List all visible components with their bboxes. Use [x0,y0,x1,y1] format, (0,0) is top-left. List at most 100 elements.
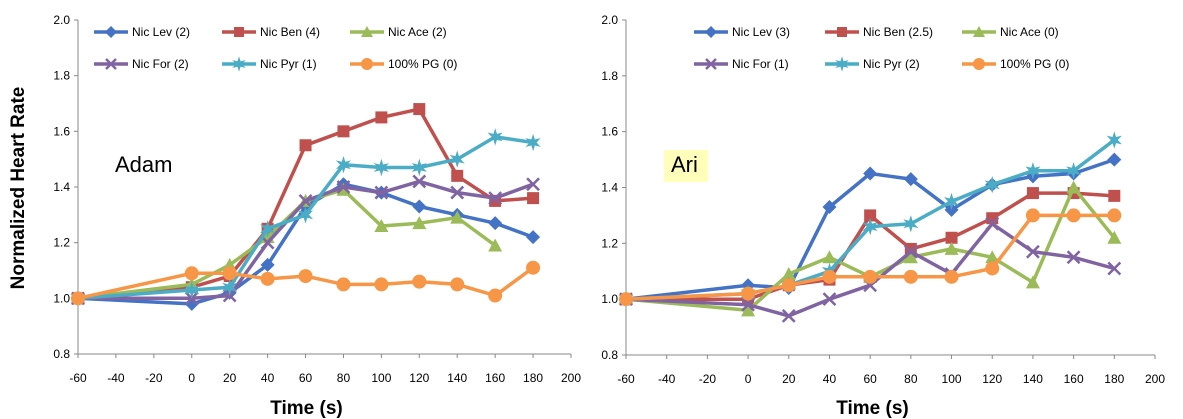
data-point [1026,187,1039,200]
y-tick-label: 1.8 [53,69,70,83]
legend-entry: Nic Lev (3) [694,25,790,39]
x-tick-label: 140 [447,371,467,385]
data-point [903,172,918,187]
data-point [944,241,959,255]
legend-marker [105,58,117,70]
legend-entry: 100% PG (0) [350,57,457,71]
y-tick-label: 1.0 [601,292,618,306]
data-point [374,277,389,292]
data-point [903,215,919,233]
y-tick-label: 1.4 [601,181,618,195]
data-point [488,238,503,252]
y-axis-title: Normalized Heart Rate [8,87,29,290]
legend-entry: Nic Pyr (2) [825,56,920,72]
legend-marker [361,26,373,37]
series-2 [620,187,1121,306]
legend-label: 100% PG (0) [388,57,457,71]
data-point [984,175,1000,194]
data-point [374,218,389,232]
y-tick-label: 2.0 [53,13,70,27]
x-tick-label: 200 [1145,372,1165,386]
data-point [335,155,351,174]
data-point [863,269,878,284]
data-point [944,269,959,284]
panel-label: Ari [671,152,698,177]
legend-label: Nic Ace (0) [1000,25,1059,39]
data-point [903,244,918,259]
legend-marker [361,58,373,70]
legend-label: Nic Pyr (2) [863,57,920,71]
data-point [985,216,1000,231]
x-tick-label: 20 [782,372,796,386]
data-point [450,277,465,292]
data-point [412,199,427,214]
data-point [862,217,878,236]
panel-2: 0.8 1.0 1.2 1.4 1.6 1.8 2.0 -60 -40 -20 0 20 40 60 80 1… [601,13,1165,419]
x-tick-label: 40 [823,372,837,386]
x-tick-label: 120 [409,371,429,385]
data-point [450,210,465,224]
legend-label: Nic Pyr (1) [260,57,317,71]
data-point [1107,152,1122,167]
data-point [822,269,837,284]
data-point [260,235,275,250]
legend-marker [234,27,244,37]
series-6 [71,260,541,306]
data-point [1025,275,1040,289]
chart-panels: 0.8 1.0 1.2 1.4 1.6 1.8 2.0 -60 -40 -20 0 20 40 60 80 1… [53,13,1165,419]
data-point [450,185,465,200]
y-tick-label: 1.0 [53,291,70,305]
legend-entry: Nic Ben (2.5) [825,25,933,39]
y-tick-label: 1.8 [601,69,618,83]
data-point [1066,180,1081,194]
data-point [1106,131,1122,149]
legend-label: Nic Ben (2.5) [863,25,933,39]
legend-marker [705,26,717,38]
x-tick-label: 180 [1104,372,1124,386]
data-point [945,231,958,244]
data-point [1066,250,1081,265]
data-point [1066,162,1082,180]
x-axis-title: Time (s) [270,398,343,419]
data-point [451,169,464,182]
x-tick-label: 160 [1064,372,1084,386]
x-tick-label: 20 [223,371,237,385]
x-tick-label: 100 [942,372,962,386]
data-point [1026,244,1040,259]
x-tick-label: 200 [561,371,581,385]
data-point [299,139,312,152]
data-point [373,158,389,177]
y-tick-label: 0.8 [53,347,70,361]
x-tick-label: 80 [904,372,918,386]
legend-entry: Nic Ace (2) [350,25,447,39]
data-point [222,266,237,281]
data-point [1025,208,1040,223]
y-tick-label: 1.6 [601,125,618,139]
legend-marker [973,26,985,37]
data-point [741,286,756,301]
legend-label: Nic Ace (2) [388,25,447,39]
data-point [619,292,633,307]
data-point [411,158,427,177]
y-tick-label: 1.4 [53,180,70,194]
data-point [526,230,541,245]
data-point [864,209,877,222]
legend-marker [232,56,246,72]
x-tick-label: -60 [69,371,87,385]
data-point [336,182,351,196]
x-tick-label: -40 [107,371,125,385]
data-point [260,220,276,238]
data-point [903,250,918,264]
legend-entry: Nic For (2) [94,57,189,71]
legend-label: Nic Lev (2) [132,25,190,39]
x-tick-label: -20 [699,372,717,386]
x-tick-label: 180 [523,371,543,385]
data-point [487,128,503,146]
legend-entry: Nic Pyr (1) [222,56,317,72]
data-point [1025,162,1041,180]
data-point [1108,189,1121,202]
y-tick-label: 1.2 [601,236,618,250]
legend-entry: Nic Ace (0) [962,25,1059,39]
x-tick-label: 120 [982,372,1002,386]
